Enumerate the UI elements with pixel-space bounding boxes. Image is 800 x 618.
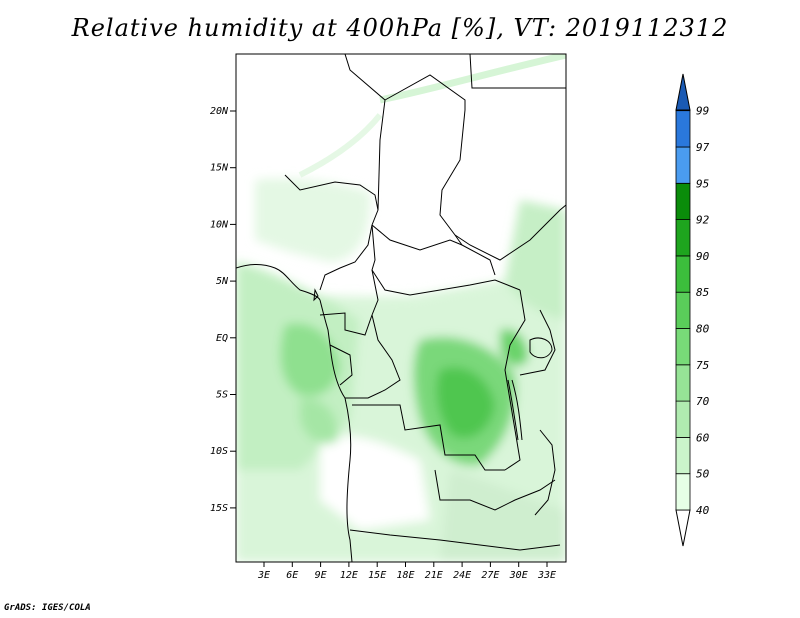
lat-label: 5S	[216, 390, 228, 401]
colorbar-level-label: 99	[696, 105, 709, 118]
border-gabon-south	[329, 344, 353, 386]
lon-label: 33E	[537, 570, 556, 581]
border-drc-east	[504, 289, 526, 471]
colorbar-segment	[675, 400, 691, 438]
colorbar-level-label: 60	[696, 431, 710, 444]
lon-label: 30E	[509, 570, 528, 581]
border-cameroon-island	[313, 288, 319, 302]
lon-label: 18E	[396, 570, 414, 581]
map-frame	[235, 53, 567, 563]
colorbar: 40 50 60 70 75 80 85 90 92 95 97 99	[675, 73, 710, 547]
humidity-streak-1	[379, 54, 566, 104]
longitude-ticks	[263, 562, 548, 567]
lon-label: 15E	[368, 570, 386, 581]
footer-credit: GrADS: IGES/COLA	[4, 603, 91, 613]
latitude-labels: 20N 15N 10N 5N EQ 5S 10S 15S	[210, 106, 229, 514]
colorbar-segment	[675, 110, 691, 148]
lat-label: 10N	[210, 219, 229, 230]
colorbar-level-label: 50	[696, 468, 710, 481]
latitude-ticks	[230, 110, 236, 509]
colorbar-level-label: 70	[696, 395, 710, 408]
colorbar-level-label: 85	[696, 286, 709, 299]
humidity-area-se	[440, 470, 566, 562]
colorbar-top-arrow	[675, 73, 691, 111]
colorbar-segment	[675, 436, 691, 475]
border-egypt-sudan	[469, 54, 566, 89]
humidity-core-dark	[436, 367, 495, 439]
humidity-core-east	[500, 329, 529, 367]
border-uganda-kenya	[519, 309, 556, 376]
lat-label: 15N	[210, 163, 229, 174]
humidity-field	[236, 54, 566, 562]
longitude-labels: 3E 6E 9E 12E 15E 18E 21E 24E 27E 30E 33E	[257, 570, 556, 581]
colorbar-level-label: 97	[696, 141, 710, 154]
border-zambia	[434, 469, 556, 511]
lon-label: 3E	[257, 570, 270, 581]
colorbar-level-label: 90	[696, 250, 710, 263]
border-car-south	[371, 269, 521, 296]
border-libya-chad	[384, 74, 466, 110]
lat-label: EQ	[216, 333, 228, 344]
colorbar-segment	[675, 291, 691, 329]
border-lake-tanganyika	[507, 379, 523, 441]
lat-label: 10S	[210, 446, 228, 457]
colorbar-segment	[675, 473, 691, 511]
lon-label: 12E	[340, 570, 358, 581]
lat-label: 15S	[210, 503, 228, 514]
colorbar-segment	[675, 364, 691, 402]
lat-label: 20N	[210, 106, 229, 117]
colorbar-segment	[675, 182, 691, 221]
colorbar-level-label: 75	[696, 359, 709, 372]
border-sudan-south	[454, 204, 566, 261]
colorbar-segment	[675, 219, 691, 257]
border-car-north	[371, 224, 496, 276]
colorbar-segment	[675, 255, 691, 293]
lon-label: 9E	[315, 570, 327, 581]
border-nigeria-cameroon	[319, 224, 373, 291]
border-west-africa-coast	[236, 264, 321, 301]
humidity-core-angola	[300, 399, 339, 444]
lon-label: 6E	[286, 570, 298, 581]
humidity-area-band	[255, 178, 371, 262]
border-chad-sudan	[439, 109, 466, 246]
lat-label: 5N	[216, 276, 229, 287]
border-angola-namibia	[349, 529, 561, 551]
map-borders	[236, 54, 566, 562]
colorbar-segment	[675, 328, 691, 366]
lon-label: 21E	[425, 570, 443, 581]
colorbar-segment	[675, 146, 691, 184]
colorbar-level-label: 92	[696, 214, 710, 227]
border-congo-gabon	[319, 312, 373, 336]
humidity-streak-2	[298, 113, 383, 178]
lon-label: 27E	[481, 570, 499, 581]
humidity-core-gabon	[280, 323, 340, 397]
border-congo-drc	[345, 314, 401, 399]
border-drc-angola	[352, 404, 505, 471]
colorbar-level-label: 95	[696, 177, 709, 190]
colorbar-level-label: 40	[696, 504, 710, 517]
border-mozambique	[534, 429, 556, 516]
map-title: Relative humidity at 400hPa [%], VT: 201…	[71, 14, 729, 42]
border-cameroon-car	[371, 224, 379, 316]
lon-label: 24E	[453, 570, 471, 581]
colorbar-bottom-arrow	[675, 509, 691, 547]
colorbar-level-label: 80	[696, 323, 710, 336]
border-lake-victoria	[529, 337, 553, 359]
